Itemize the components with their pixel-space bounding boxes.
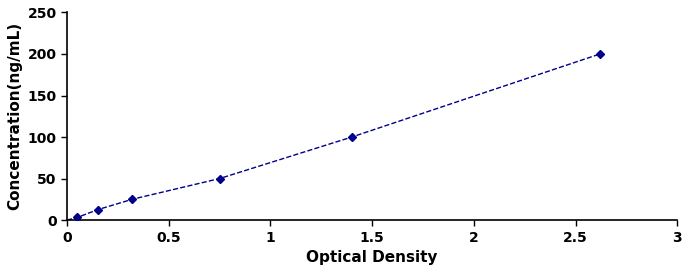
X-axis label: Optical Density: Optical Density bbox=[307, 250, 438, 265]
Y-axis label: Concentration(ng/mL): Concentration(ng/mL) bbox=[7, 22, 22, 210]
